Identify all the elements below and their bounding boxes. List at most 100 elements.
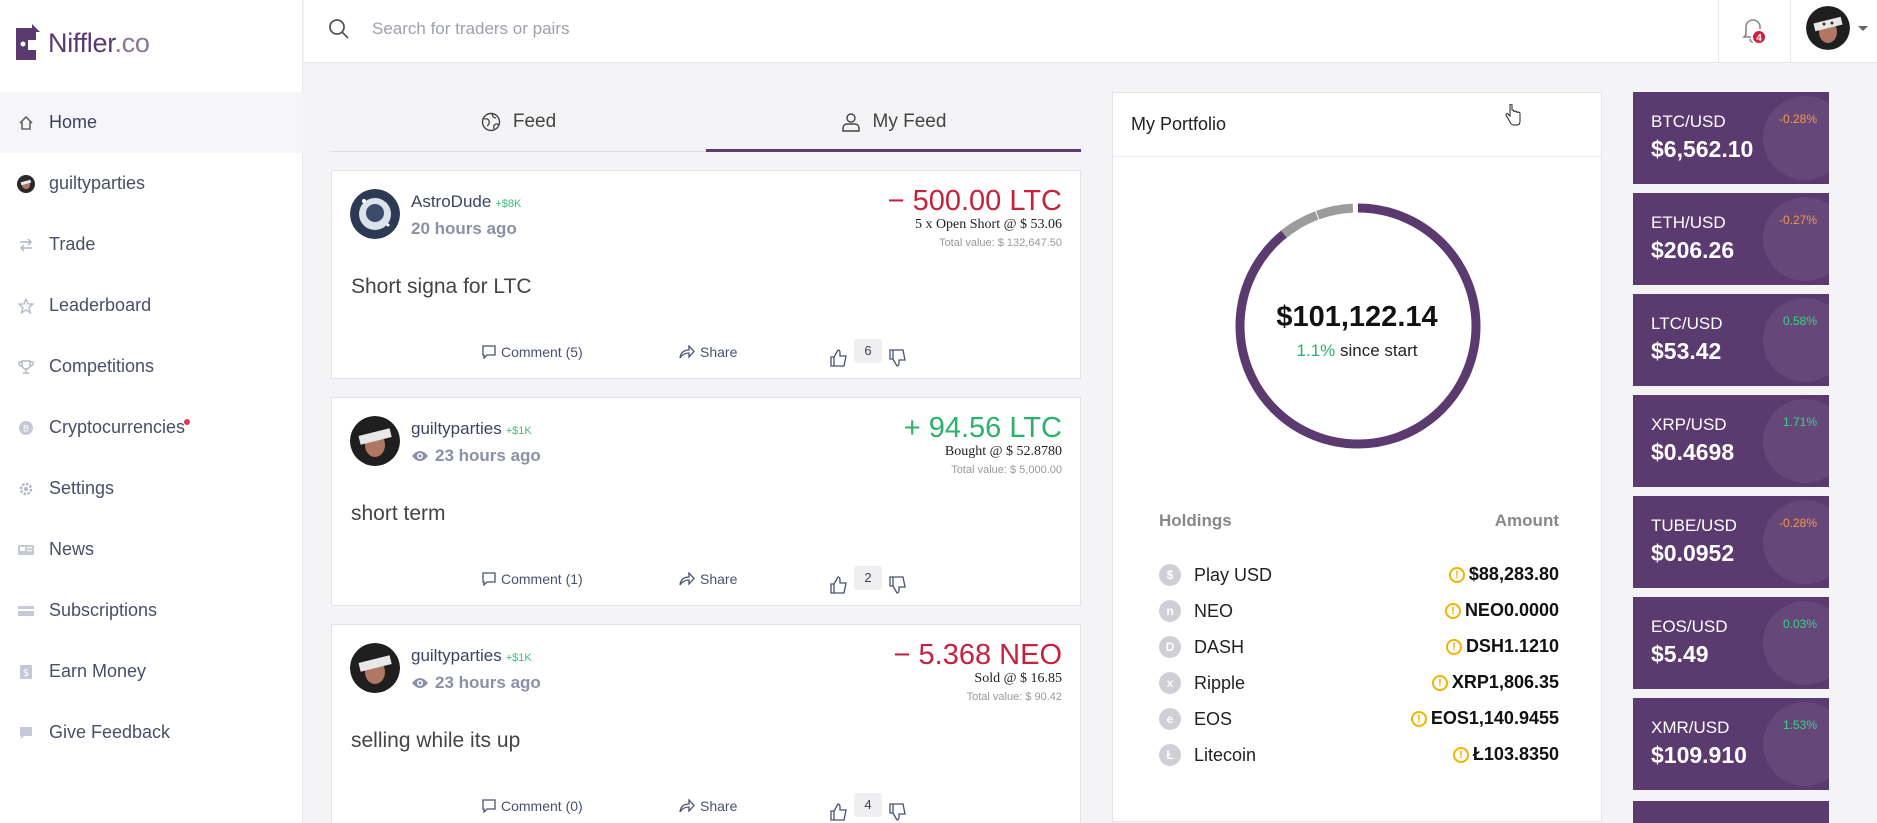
sidebar-item-label: Settings bbox=[49, 478, 115, 498]
ticker-xrp-usd[interactable]: XRP/USD $0.4698 1.71% bbox=[1633, 395, 1829, 487]
avatar[interactable] bbox=[1806, 6, 1850, 50]
trade-amount: − 5.368 NEO bbox=[893, 639, 1062, 671]
header-divider bbox=[1790, 0, 1791, 63]
post-time: 20 hours ago bbox=[411, 219, 517, 238]
post-actions: Comment (5) Share 6 bbox=[332, 337, 1080, 367]
share-button[interactable]: Share bbox=[679, 564, 737, 594]
ticker-eos-usd[interactable]: EOS/USD $5.49 0.03% bbox=[1633, 597, 1829, 689]
feed-tabs: Feed My Feed bbox=[331, 92, 1081, 152]
sidebar-item-competitions[interactable]: Competitions bbox=[0, 336, 303, 397]
post-time: 23 hours ago bbox=[411, 673, 541, 693]
sidebar-item-label: Home bbox=[49, 112, 98, 132]
thumbs-up-icon[interactable] bbox=[830, 570, 848, 600]
svg-text:$: $ bbox=[23, 668, 29, 679]
arrows-icon bbox=[16, 235, 36, 255]
chevron-down-icon[interactable] bbox=[1858, 26, 1868, 31]
avatar bbox=[16, 174, 36, 194]
trade-amount: + 94.56 LTC bbox=[903, 412, 1062, 444]
holding-row[interactable]: x Ripple ! XRP1,806.35 bbox=[1159, 669, 1559, 697]
thumbs-down-icon[interactable] bbox=[889, 797, 907, 823]
ticker-partial[interactable] bbox=[1633, 801, 1829, 823]
sidebar-item-give-feedback[interactable]: Give Feedback bbox=[0, 702, 303, 763]
vote-count: 2 bbox=[854, 566, 882, 590]
warning-icon: ! bbox=[1445, 638, 1462, 655]
thumbs-up-icon[interactable] bbox=[830, 343, 848, 373]
comment-button[interactable]: Comment (5) bbox=[482, 337, 583, 367]
avatar[interactable] bbox=[350, 416, 400, 466]
sidebar-item-profile[interactable]: guiltyparties bbox=[0, 153, 303, 214]
gear-icon bbox=[16, 479, 36, 499]
share-button[interactable]: Share bbox=[679, 791, 737, 821]
star-icon bbox=[16, 296, 36, 316]
ticker-btc-usd[interactable]: BTC/USD $6,562.10 -0.28% bbox=[1633, 92, 1829, 184]
niffler-logo-icon bbox=[16, 24, 40, 60]
holding-row[interactable]: n NEO ! NEO0.0000 bbox=[1159, 597, 1559, 625]
tab-my-feed[interactable]: My Feed bbox=[706, 92, 1081, 152]
comment-icon bbox=[482, 345, 496, 359]
thumbs-down-icon[interactable] bbox=[889, 343, 907, 373]
thumbs-up-icon[interactable] bbox=[830, 797, 848, 823]
trade-total: Total value: $ 5,000.00 bbox=[951, 464, 1062, 476]
hand-cursor-icon bbox=[1505, 104, 1521, 126]
warning-icon: ! bbox=[1452, 746, 1469, 763]
portfolio-change: 1.1% since start bbox=[1296, 341, 1418, 360]
post-actions: Comment (1) Share 2 bbox=[332, 564, 1080, 594]
sidebar-item-earn-money[interactable]: $ Earn Money bbox=[0, 641, 303, 702]
share-button[interactable]: Share bbox=[679, 337, 737, 367]
sidebar-item-subscriptions[interactable]: Subscriptions bbox=[0, 580, 303, 641]
notification-dot bbox=[184, 419, 190, 425]
sidebar-item-cryptocurrencies[interactable]: B Cryptocurrencies bbox=[0, 397, 303, 458]
sidebar-item-leaderboard[interactable]: Leaderboard bbox=[0, 275, 303, 336]
logo-text: Niffler.co bbox=[48, 27, 150, 58]
ticker-tube-usd[interactable]: TUBE/USD $0.0952 -0.28% bbox=[1633, 496, 1829, 588]
avatar[interactable] bbox=[350, 643, 400, 693]
warning-icon: ! bbox=[1431, 674, 1448, 691]
ethereum-icon bbox=[1763, 197, 1829, 281]
ticker-change: 0.58% bbox=[1782, 314, 1817, 328]
logo[interactable]: Niffler.co bbox=[14, 24, 150, 62]
post-username[interactable]: AstroDude +$8K bbox=[411, 192, 522, 211]
ripple-icon bbox=[1763, 399, 1829, 483]
trade-amount: − 500.00 LTC bbox=[887, 185, 1062, 217]
holding-row[interactable]: D DASH ! DSH1.1210 bbox=[1159, 633, 1559, 661]
sidebar-item-label: Cryptocurrencies bbox=[49, 417, 186, 437]
holding-row[interactable]: Ł Litecoin ! Ł103.8350 bbox=[1159, 741, 1559, 769]
eye-icon bbox=[412, 678, 428, 688]
thumbs-down-icon[interactable] bbox=[889, 570, 907, 600]
sidebar-item-trade[interactable]: Trade bbox=[0, 214, 303, 275]
monero-icon bbox=[1763, 702, 1829, 786]
bitcoin-icon bbox=[1763, 96, 1829, 180]
post-text: selling while its up bbox=[351, 729, 521, 752]
ticker-eth-usd[interactable]: ETH/USD $206.26 -0.27% bbox=[1633, 193, 1829, 285]
litecoin-icon bbox=[1763, 298, 1829, 382]
holding-row[interactable]: e EOS ! EOS1,140.9455 bbox=[1159, 705, 1559, 733]
top-header bbox=[304, 0, 1877, 63]
portfolio-panel: My Portfolio $101,122.14 1.1% since star… bbox=[1112, 92, 1602, 822]
comment-icon bbox=[482, 799, 496, 813]
comment-button[interactable]: Comment (0) bbox=[482, 791, 583, 821]
tab-label: Feed bbox=[512, 110, 557, 132]
sidebar-item-settings[interactable]: Settings bbox=[0, 458, 303, 519]
ticker-xmr-usd[interactable]: XMR/USD $109.910 1.53% bbox=[1633, 698, 1829, 790]
warning-icon: ! bbox=[1410, 710, 1427, 727]
avatar[interactable] bbox=[350, 189, 400, 239]
sidebar-item-news[interactable]: News bbox=[0, 519, 303, 580]
ticker-ltc-usd[interactable]: LTC/USD $53.42 0.58% bbox=[1633, 294, 1829, 386]
feed-post: guiltyparties +$1K 23 hours ago − 5.368 N… bbox=[331, 624, 1081, 823]
vote-count: 4 bbox=[854, 793, 882, 817]
portfolio-donut bbox=[1235, 203, 1481, 449]
tab-feed[interactable]: Feed bbox=[331, 92, 706, 151]
user-icon bbox=[841, 112, 860, 132]
post-time: 23 hours ago bbox=[411, 446, 541, 466]
post-username[interactable]: guiltyparties +$1K bbox=[411, 419, 532, 438]
sidebar-item-home[interactable]: Home bbox=[0, 92, 303, 153]
post-username[interactable]: guiltyparties +$1K bbox=[411, 646, 532, 665]
search-input[interactable] bbox=[372, 14, 1072, 44]
post-text: short term bbox=[351, 502, 446, 525]
comment-button[interactable]: Comment (1) bbox=[482, 564, 583, 594]
portfolio-value: $101,122.14 bbox=[1276, 301, 1438, 333]
warning-icon: ! bbox=[1444, 602, 1461, 619]
holding-row[interactable]: $ Play USD ! $88,283.80 bbox=[1159, 561, 1559, 589]
holdings-header: Holdings Amount bbox=[1159, 511, 1559, 530]
ticker-change: -0.28% bbox=[1778, 112, 1817, 126]
